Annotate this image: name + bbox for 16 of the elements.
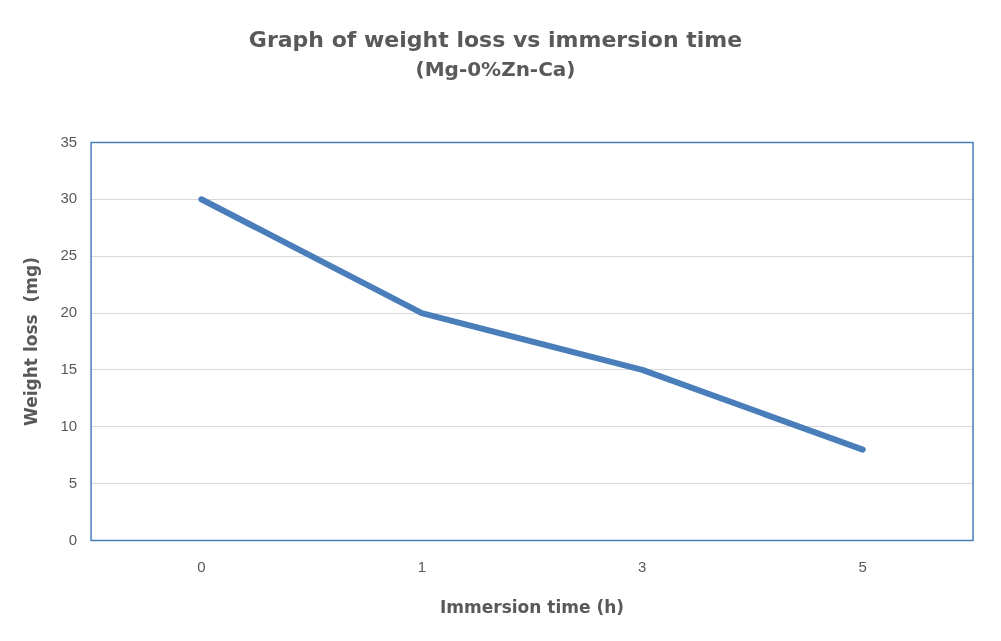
x-tick-label: 0: [197, 557, 206, 575]
y-tick-label: 25: [60, 246, 78, 264]
y-tick-label: 10: [60, 416, 78, 434]
y-axis-title: Weight loss (mg): [20, 257, 41, 426]
y-tick-label: 30: [60, 189, 78, 207]
y-tick-label: 35: [60, 132, 78, 150]
x-tick-label: 5: [858, 557, 867, 575]
y-tick-label: 5: [68, 473, 78, 491]
x-tick-label: 3: [638, 557, 647, 575]
x-tick-label: 1: [417, 557, 426, 575]
chart-title: Graph of weight loss vs immersion time: [248, 26, 743, 52]
y-tick-label: 0: [68, 530, 78, 548]
x-axis-title: Immersion time (h): [440, 597, 625, 618]
chart-subtitle: (Mg-0%Zn-Ca): [415, 56, 576, 81]
y-tick-label: 15: [60, 360, 78, 378]
y-tick-label: 20: [60, 303, 78, 321]
